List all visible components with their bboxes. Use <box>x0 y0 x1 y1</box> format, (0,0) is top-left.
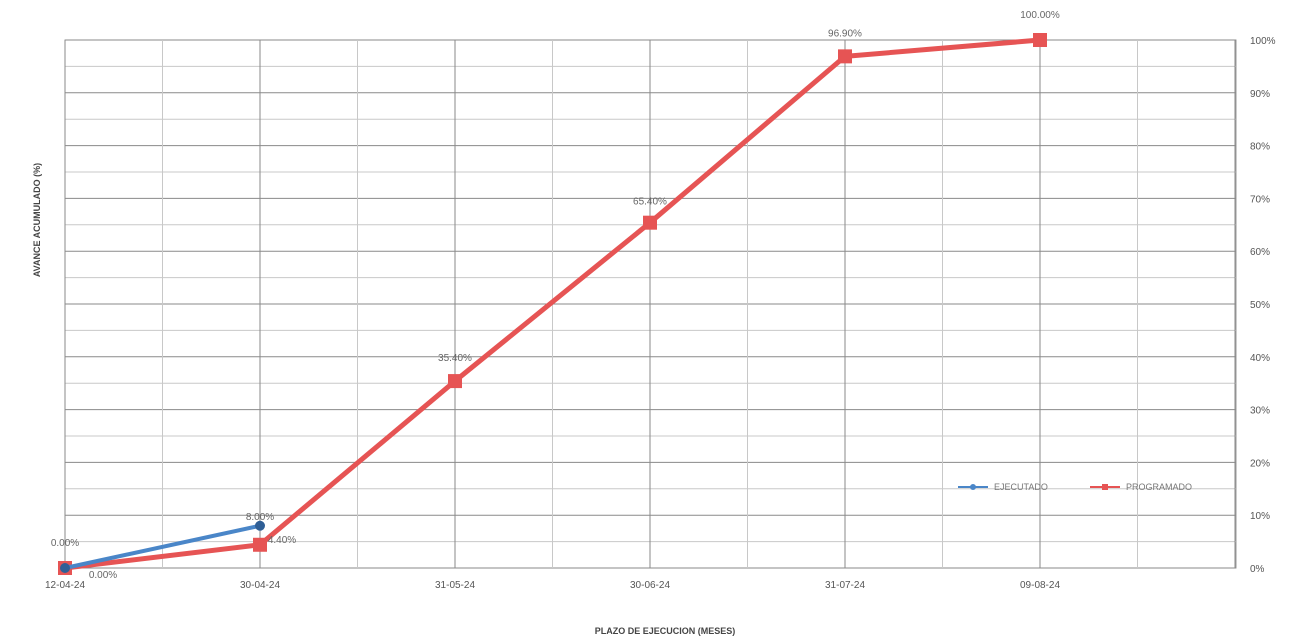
y-tick-label: 100% <box>1250 36 1276 47</box>
data-label-programado: 100.00% <box>1020 10 1060 21</box>
chart-series <box>58 33 1047 575</box>
y-tick-label: 20% <box>1250 458 1270 469</box>
y-tick-label: 70% <box>1250 194 1270 205</box>
data-label-ejecutado: 0.00% <box>51 538 79 549</box>
x-axis-title: PLAZO DE EJECUCION (MESES) <box>595 626 736 636</box>
series-line-ejecutado <box>64 523 261 570</box>
data-point-programado <box>1033 33 1047 47</box>
data-label-programado: 65.40% <box>633 197 667 208</box>
data-label-programado: 96.90% <box>828 28 862 39</box>
legend-label: EJECUTADO <box>994 482 1048 492</box>
x-tick-label: 30-06-24 <box>630 580 670 591</box>
chart-data-labels: 0.00% 4.40% 35.40% 65.40% 96.90% 100.00% 0.00%… <box>51 10 1060 581</box>
data-label-programado: 35.40% <box>438 353 472 364</box>
series-line-programado <box>64 37 1041 571</box>
y-tick-label: 10% <box>1250 511 1270 522</box>
y-tick-label: 80% <box>1250 142 1270 153</box>
y-tick-label: 30% <box>1250 406 1270 417</box>
y-tick-label: 60% <box>1250 247 1270 258</box>
x-tick-label: 12-04-24 <box>45 580 85 591</box>
y-axis-title: AVANCE ACUMULADO (%) <box>32 163 42 277</box>
chart-ticks: 12-04-24 30-04-24 31-05-24 30-06-24 31-07-24… <box>45 36 1276 591</box>
x-tick-label: 31-07-24 <box>825 580 865 591</box>
legend-label: PROGRAMADO <box>1126 482 1192 492</box>
x-tick-label: 31-05-24 <box>435 580 475 591</box>
y-tick-label: 90% <box>1250 89 1270 100</box>
data-point-ejecutado <box>255 520 265 531</box>
data-point-programado <box>643 215 657 230</box>
data-point-programado <box>448 374 462 389</box>
legend-swatch-marker <box>970 484 976 490</box>
chart-gridlines <box>64 39 1237 569</box>
x-tick-label: 30-04-24 <box>240 580 280 591</box>
chart-legend: EJECUTADO PROGRAMADO <box>958 482 1192 492</box>
y-tick-label: 50% <box>1250 300 1270 311</box>
data-point-programado <box>253 537 267 552</box>
y-tick-label: 0% <box>1250 564 1265 575</box>
data-label-ejecutado: 8.00% <box>246 512 274 523</box>
y-tick-label: 40% <box>1250 353 1270 364</box>
data-label-programado: 0.00% <box>89 570 117 581</box>
data-label-programado: 4.40% <box>268 535 296 546</box>
legend-swatch-marker <box>1102 484 1108 490</box>
data-point-programado <box>838 49 852 64</box>
x-tick-label: 09-08-24 <box>1020 580 1060 591</box>
data-point-ejecutado <box>60 563 70 573</box>
